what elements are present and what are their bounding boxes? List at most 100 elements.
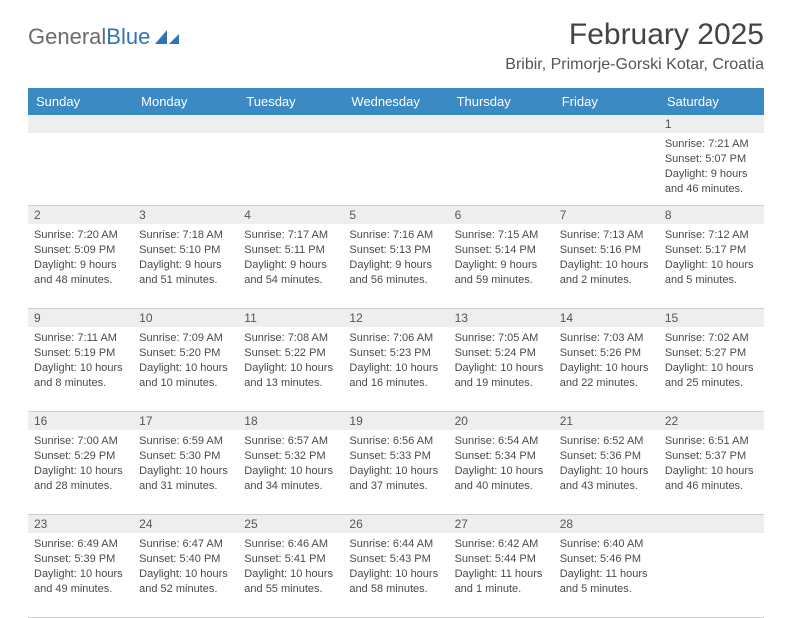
day1-text: Daylight: 11 hours: [560, 567, 653, 582]
day-cell: Sunrise: 7:12 AMSunset: 5:17 PMDaylight:…: [659, 224, 764, 308]
daynum-row: 1: [28, 115, 764, 133]
day-cell: Sunrise: 7:11 AMSunset: 5:19 PMDaylight:…: [28, 327, 133, 411]
day-cell: Sunrise: 7:02 AMSunset: 5:27 PMDaylight:…: [659, 327, 764, 411]
day-number: [449, 115, 554, 133]
day-number: 12: [343, 309, 448, 327]
day-number: [659, 515, 764, 533]
day2-text: and 5 minutes.: [560, 582, 653, 597]
sunrise-text: Sunrise: 7:11 AM: [34, 331, 127, 346]
dayname: Sunday: [28, 88, 133, 115]
daynum-row: 9101112131415: [28, 309, 764, 327]
day2-text: and 2 minutes.: [560, 273, 653, 288]
sunset-text: Sunset: 5:07 PM: [665, 152, 758, 167]
dayname: Monday: [133, 88, 238, 115]
day-cell: [238, 133, 343, 205]
sunset-text: Sunset: 5:30 PM: [139, 449, 232, 464]
day-number: [133, 115, 238, 133]
day2-text: and 5 minutes.: [665, 273, 758, 288]
daynum-row: 232425262728: [28, 515, 764, 533]
day-cell: Sunrise: 7:20 AMSunset: 5:09 PMDaylight:…: [28, 224, 133, 308]
sunset-text: Sunset: 5:41 PM: [244, 552, 337, 567]
sunrise-text: Sunrise: 6:40 AM: [560, 537, 653, 552]
day-number: 16: [28, 412, 133, 430]
day-number: 17: [133, 412, 238, 430]
day-number: 9: [28, 309, 133, 327]
day2-text: and 51 minutes.: [139, 273, 232, 288]
day2-text: and 40 minutes.: [455, 479, 548, 494]
day-cell: [343, 133, 448, 205]
day2-text: and 43 minutes.: [560, 479, 653, 494]
day-number: 7: [554, 206, 659, 224]
day1-text: Daylight: 9 hours: [455, 258, 548, 273]
day-number: 21: [554, 412, 659, 430]
day-cell: Sunrise: 7:08 AMSunset: 5:22 PMDaylight:…: [238, 327, 343, 411]
day-cell: Sunrise: 6:46 AMSunset: 5:41 PMDaylight:…: [238, 533, 343, 617]
day-number: 2: [28, 206, 133, 224]
sunrise-text: Sunrise: 7:18 AM: [139, 228, 232, 243]
day-number: 14: [554, 309, 659, 327]
day-number: 15: [659, 309, 764, 327]
sunset-text: Sunset: 5:34 PM: [455, 449, 548, 464]
day-cell: [554, 133, 659, 205]
day1-text: Daylight: 10 hours: [349, 361, 442, 376]
day-number: [554, 115, 659, 133]
day-cell: Sunrise: 7:17 AMSunset: 5:11 PMDaylight:…: [238, 224, 343, 308]
sunset-text: Sunset: 5:39 PM: [34, 552, 127, 567]
day-number: 19: [343, 412, 448, 430]
dayname: Tuesday: [238, 88, 343, 115]
day-cell: Sunrise: 7:18 AMSunset: 5:10 PMDaylight:…: [133, 224, 238, 308]
day2-text: and 16 minutes.: [349, 376, 442, 391]
day2-text: and 46 minutes.: [665, 182, 758, 197]
sunrise-text: Sunrise: 7:02 AM: [665, 331, 758, 346]
day-number: 6: [449, 206, 554, 224]
day-number: 28: [554, 515, 659, 533]
day-cell: Sunrise: 6:47 AMSunset: 5:40 PMDaylight:…: [133, 533, 238, 617]
sunrise-text: Sunrise: 7:09 AM: [139, 331, 232, 346]
day-number: 22: [659, 412, 764, 430]
day-cell: Sunrise: 6:59 AMSunset: 5:30 PMDaylight:…: [133, 430, 238, 514]
sunrise-text: Sunrise: 6:52 AM: [560, 434, 653, 449]
sunset-text: Sunset: 5:19 PM: [34, 346, 127, 361]
sunrise-text: Sunrise: 7:00 AM: [34, 434, 127, 449]
sunset-text: Sunset: 5:16 PM: [560, 243, 653, 258]
sunrise-text: Sunrise: 7:16 AM: [349, 228, 442, 243]
day-cell: [133, 133, 238, 205]
day2-text: and 22 minutes.: [560, 376, 653, 391]
header: GeneralBlue February 2025 Bribir, Primor…: [28, 18, 764, 74]
day-number: 18: [238, 412, 343, 430]
day2-text: and 56 minutes.: [349, 273, 442, 288]
day2-text: and 49 minutes.: [34, 582, 127, 597]
week-row: Sunrise: 7:11 AMSunset: 5:19 PM Daylight:…: [28, 327, 764, 412]
day2-text: and 1 minute.: [455, 582, 548, 597]
day-cell: Sunrise: 6:44 AMSunset: 5:43 PMDaylight:…: [343, 533, 448, 617]
sunrise-text: Sunrise: 7:05 AM: [455, 331, 548, 346]
sunset-text: Sunset: 5:37 PM: [665, 449, 758, 464]
sunrise-text: Sunrise: 6:49 AM: [34, 537, 127, 552]
day-cell: Sunrise: 6:51 AMSunset: 5:37 PMDaylight:…: [659, 430, 764, 514]
day2-text: and 28 minutes.: [34, 479, 127, 494]
day1-text: Daylight: 10 hours: [560, 361, 653, 376]
day-number: 25: [238, 515, 343, 533]
dayname: Wednesday: [343, 88, 448, 115]
dayname: Friday: [554, 88, 659, 115]
day2-text: and 54 minutes.: [244, 273, 337, 288]
sunset-text: Sunset: 5:22 PM: [244, 346, 337, 361]
day1-text: Daylight: 10 hours: [139, 567, 232, 582]
day-number: [238, 115, 343, 133]
day1-text: Daylight: 10 hours: [244, 464, 337, 479]
day-cell: [449, 133, 554, 205]
sunrise-text: Sunrise: 6:51 AM: [665, 434, 758, 449]
day2-text: and 46 minutes.: [665, 479, 758, 494]
brand-logo: GeneralBlue: [28, 24, 181, 50]
day-number: 24: [133, 515, 238, 533]
sunrise-text: Sunrise: 6:56 AM: [349, 434, 442, 449]
day-number: 20: [449, 412, 554, 430]
sunrise-text: Sunrise: 7:17 AM: [244, 228, 337, 243]
sunrise-text: Sunrise: 7:12 AM: [665, 228, 758, 243]
day-cell: Sunrise: 7:05 AMSunset: 5:24 PMDaylight:…: [449, 327, 554, 411]
day1-text: Daylight: 10 hours: [455, 464, 548, 479]
day1-text: Daylight: 10 hours: [244, 567, 337, 582]
day-cell: Sunrise: 6:49 AMSunset: 5:39 PMDaylight:…: [28, 533, 133, 617]
sunrise-text: Sunrise: 6:54 AM: [455, 434, 548, 449]
sunrise-text: Sunrise: 6:59 AM: [139, 434, 232, 449]
